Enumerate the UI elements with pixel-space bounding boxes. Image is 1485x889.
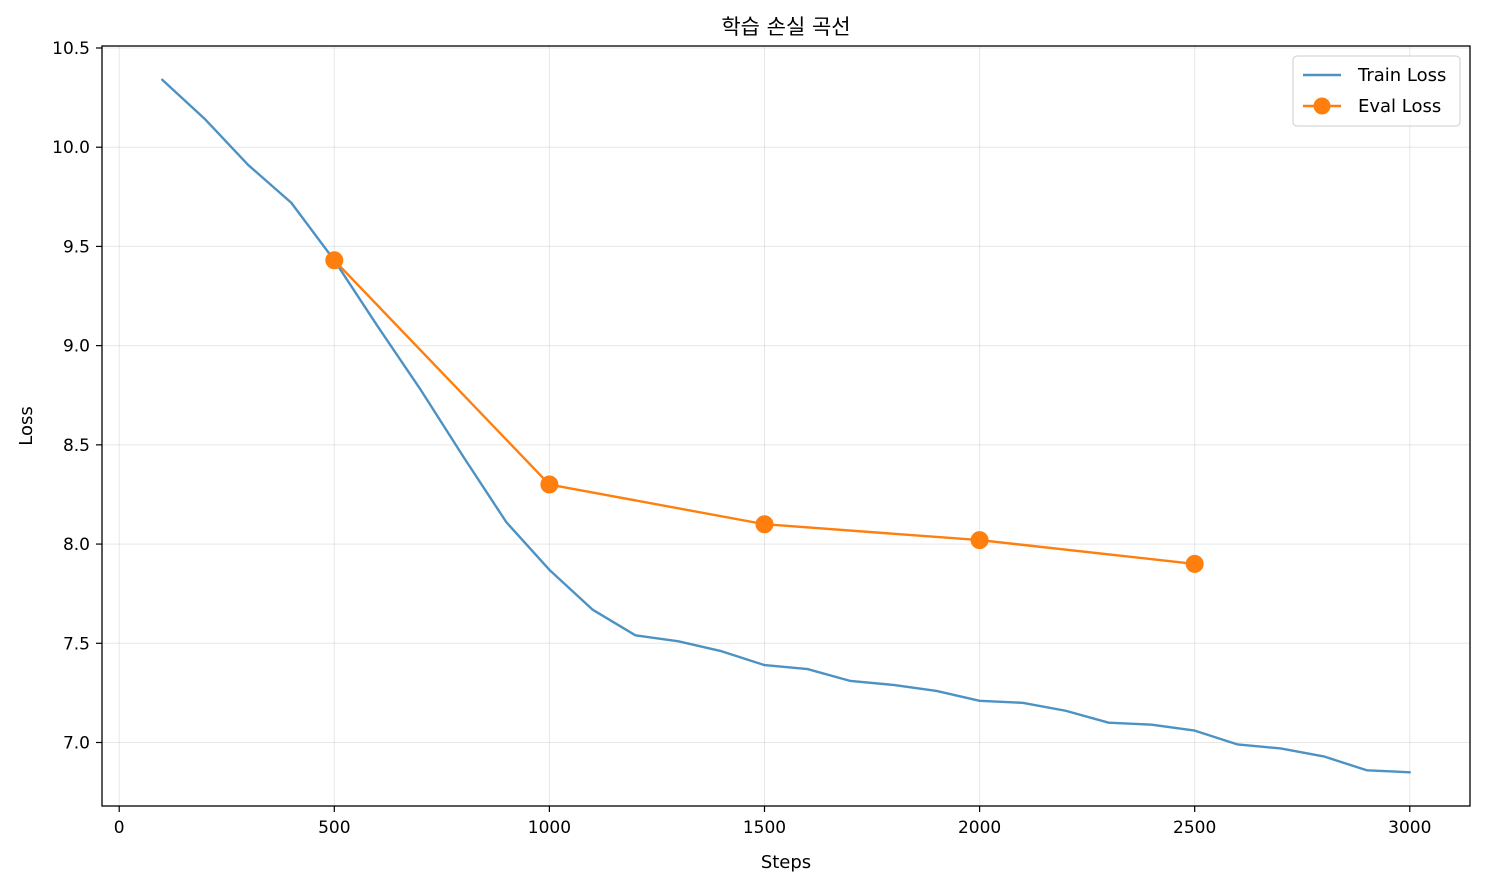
x-tick-label: 2500 [1173,818,1216,838]
chart-title: 학습 손실 곡선 [721,15,850,39]
y-axis-label: Loss [16,406,37,445]
plot-frame [101,45,1471,807]
y-tick-label: 8.5 [63,436,90,456]
legend: Train Loss Eval Loss [1292,55,1461,127]
ticks: 0 500 1000 1500 2000 2500 3000 7.0 7.5 8.0 8.5 9.0 9… [52,39,1431,838]
y-tick-label: 10.5 [52,39,90,59]
x-tick-label: 0 [114,818,125,838]
eval-loss-point [1185,554,1204,573]
x-tick-label: 2000 [958,818,1001,838]
y-tick-label: 9.5 [63,237,90,257]
y-tick-label: 10.0 [52,138,90,158]
legend-marker-eval-loss [1313,97,1331,115]
legend-label-eval-loss: Eval Loss [1358,96,1441,117]
legend-label-train-loss: Train Loss [1357,65,1446,86]
eval-loss-point [970,531,989,550]
grid [102,46,1470,806]
x-tick-label: 1000 [528,818,571,838]
x-tick-label: 3000 [1388,818,1431,838]
legend-box [1292,55,1461,127]
train-loss-line [161,78,1411,774]
eval-loss-point [540,475,559,494]
x-tick-label: 1500 [743,818,786,838]
x-axis-label: Steps [761,852,811,873]
y-tick-label: 7.5 [63,634,90,654]
y-tick-label: 7.0 [63,734,90,754]
y-tick-label: 8.0 [63,535,90,555]
series-layer [161,78,1411,774]
eval-loss-point [755,515,774,534]
x-tick-label: 500 [318,818,350,838]
eval-loss-point [325,251,344,270]
y-tick-label: 9.0 [63,337,90,357]
